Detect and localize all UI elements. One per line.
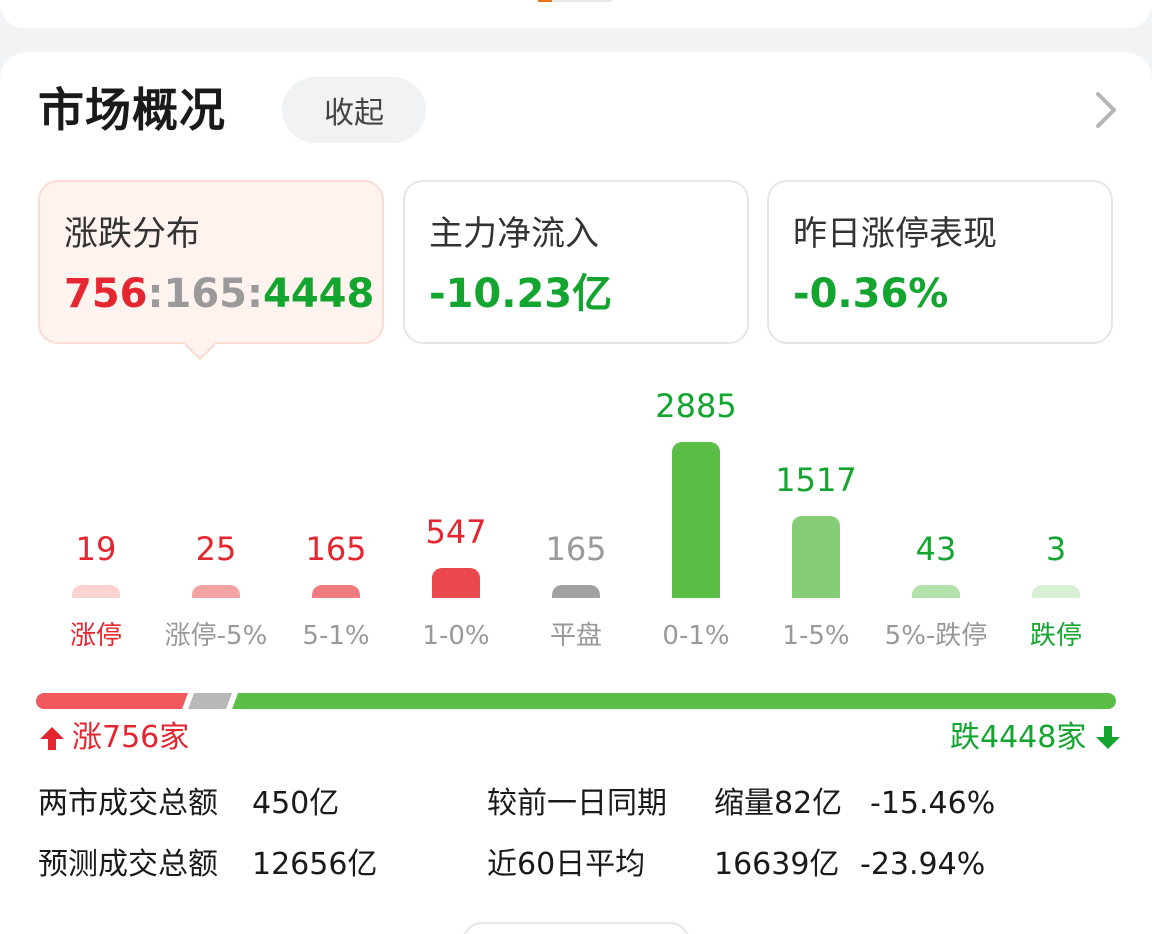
ratio-segment-down (232, 693, 1116, 709)
bar-value-label: 165 (305, 530, 367, 568)
bar-category-label: 5%-跌停 (884, 621, 988, 651)
chart-bar (1032, 585, 1080, 598)
arrow-up-icon (40, 727, 64, 750)
up-down-ratio-bar (36, 693, 1116, 709)
bar-value-label: 25 (195, 530, 237, 568)
bar-value-label: 2885 (655, 387, 737, 425)
bottom-more-button[interactable] (462, 922, 690, 934)
bar-category-label: 涨停 (69, 621, 122, 651)
tab-indicator (538, 0, 612, 2)
bar-category-label: 涨停-5% (164, 621, 268, 651)
bar-category-label: 平盘 (549, 621, 602, 651)
turnover-value: 450亿 (252, 786, 340, 821)
down-count-row: 跌4448家 (950, 718, 1122, 758)
chart-bar (432, 568, 480, 598)
bar-value-label: 547 (425, 513, 487, 552)
chart-bar (72, 585, 120, 598)
chart-bar (672, 442, 720, 598)
turnover-label: 两市成交总额 (38, 786, 218, 821)
bar-category-label: 0-1% (662, 621, 730, 651)
stat-card-main-flow[interactable]: 主力净流入 -10.23亿 (403, 180, 749, 344)
forecast-label: 预测成交总额 (38, 847, 218, 882)
chart-bar (792, 515, 840, 598)
chart-bar (912, 585, 960, 598)
flat-count: 165 (163, 271, 248, 317)
avg60-value: 16639亿 (714, 847, 840, 882)
prev-day-change: 缩量82亿 (714, 786, 843, 821)
up-count-text: 涨756家 (72, 720, 190, 755)
stat-value: -0.36% (793, 271, 949, 317)
chevron-right-icon[interactable] (1088, 88, 1122, 132)
collapse-button[interactable]: 收起 (282, 77, 426, 143)
separator: : (147, 271, 164, 317)
ratio-segment-flat (188, 693, 233, 709)
up-count: 756 (64, 271, 148, 317)
up-count-row: 涨756家 (38, 718, 189, 758)
section-title: 市场概况 (38, 83, 226, 137)
bar-category-label: 1-5% (782, 621, 850, 651)
stat-label: 昨日涨停表现 (793, 214, 997, 254)
stat-value: -10.23亿 (429, 271, 613, 317)
previous-card (0, 0, 1152, 28)
arrow-down-icon (1096, 726, 1121, 749)
chart-bar (552, 585, 600, 598)
bar-category-label: 跌停 (1029, 621, 1082, 651)
bar-value-label: 19 (75, 530, 117, 568)
ratio-segment-up (36, 693, 189, 709)
bar-category-label: 5-1% (302, 621, 370, 651)
bar-category-label: 1-0% (422, 621, 490, 651)
stat-card-distribution[interactable]: 涨跌分布 756:165:4448 (38, 180, 384, 344)
prev-day-pct: -15.46% (870, 786, 996, 821)
down-count-text: 跌4448家 (950, 720, 1087, 755)
down-count: 4448 (263, 271, 375, 317)
stat-value: 756:165:4448 (64, 266, 382, 322)
chart-bar (192, 585, 240, 598)
stat-label: 涨跌分布 (64, 214, 200, 254)
avg60-pct: -23.94% (860, 847, 986, 882)
bar-value-label: 1517 (775, 460, 857, 499)
separator: : (247, 271, 263, 317)
stat-label: 主力净流入 (429, 214, 599, 254)
chart-bar (312, 585, 360, 598)
bar-value-label: 43 (915, 530, 957, 568)
bar-value-label: 3 (1045, 530, 1067, 568)
prev-day-label: 较前一日同期 (487, 786, 667, 821)
forecast-value: 12656亿 (252, 847, 378, 882)
bar-value-label: 165 (545, 530, 607, 568)
stat-card-limit-up-performance[interactable]: 昨日涨停表现 -0.36% (767, 180, 1113, 344)
avg60-label: 近60日平均 (487, 847, 646, 882)
